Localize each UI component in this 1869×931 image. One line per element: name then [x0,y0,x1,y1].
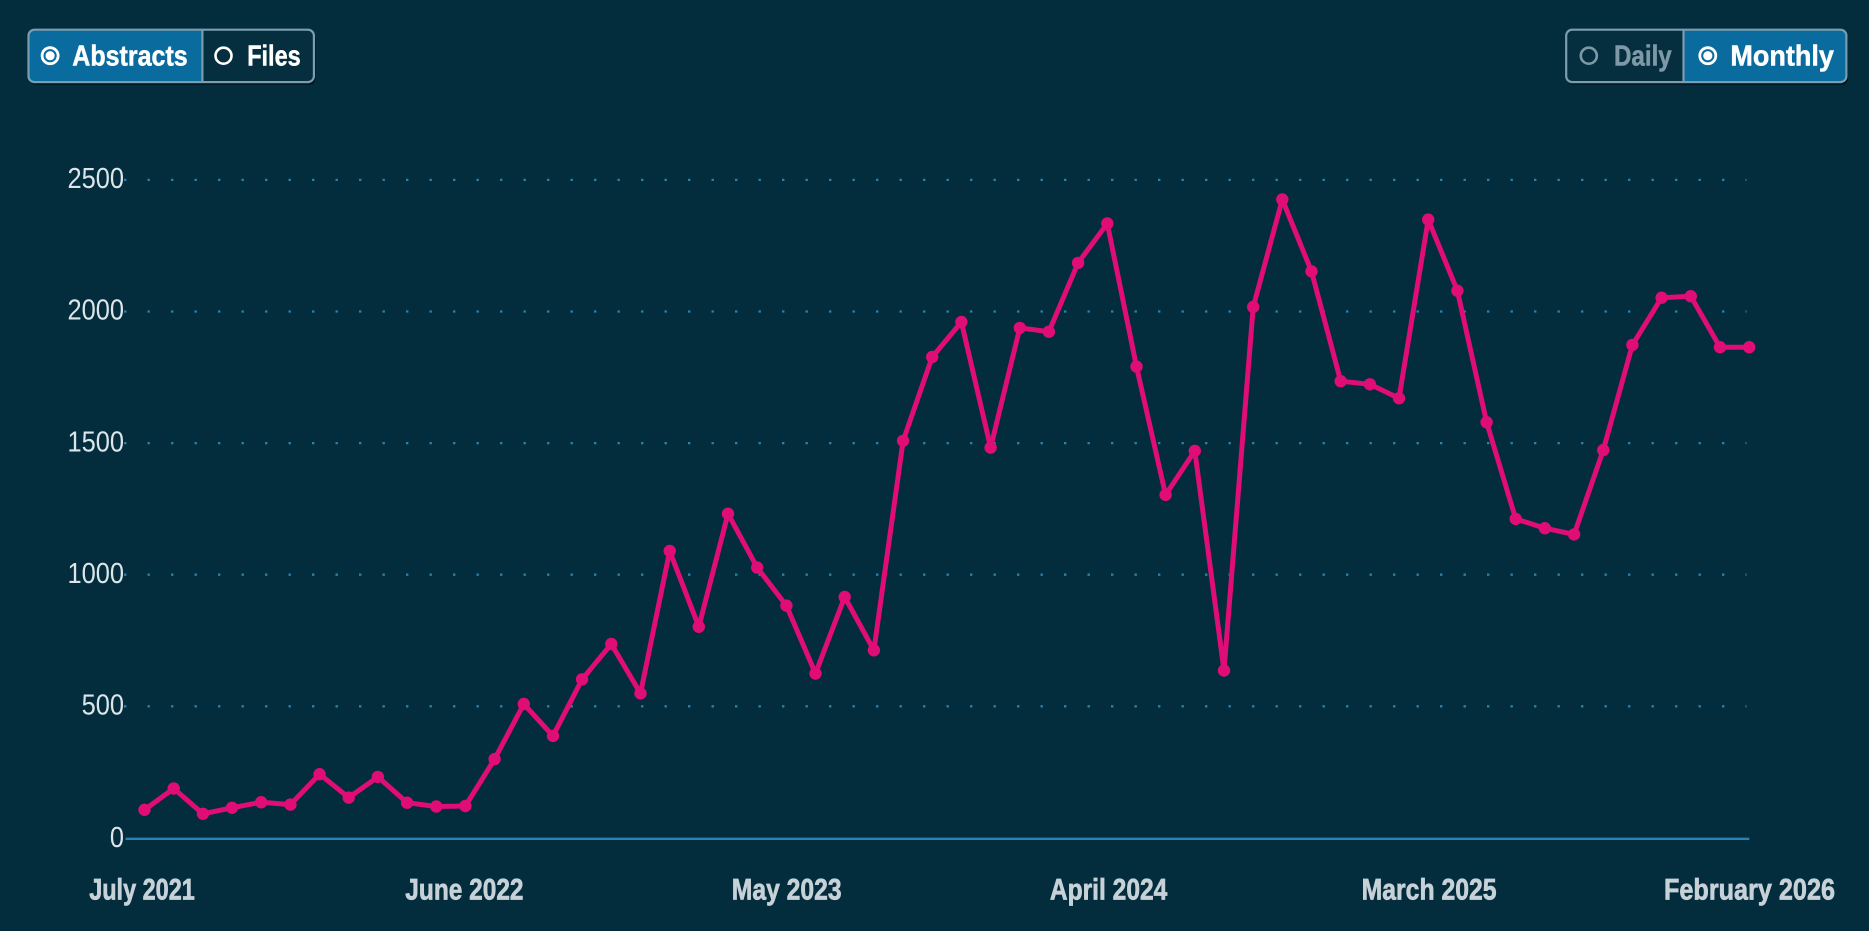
svg-text:Abstracts: Abstracts [72,40,187,72]
svg-text:500: 500 [82,690,124,722]
svg-text:0: 0 [110,822,124,854]
svg-text:Files: Files [247,40,301,72]
svg-text:Monthly: Monthly [1730,40,1834,72]
svg-text:Daily: Daily [1614,40,1672,72]
svg-text:June 2022: June 2022 [405,874,523,907]
svg-text:February 2026: February 2026 [1664,874,1835,907]
svg-text:July 2021: July 2021 [89,874,195,907]
svg-text:2000: 2000 [68,295,125,327]
svg-text:April 2024: April 2024 [1050,874,1168,907]
svg-text:May 2023: May 2023 [732,874,842,907]
svg-text:March 2025: March 2025 [1362,874,1497,907]
svg-text:1000: 1000 [68,558,125,590]
svg-text:2500: 2500 [68,163,125,195]
svg-text:1500: 1500 [68,426,125,458]
